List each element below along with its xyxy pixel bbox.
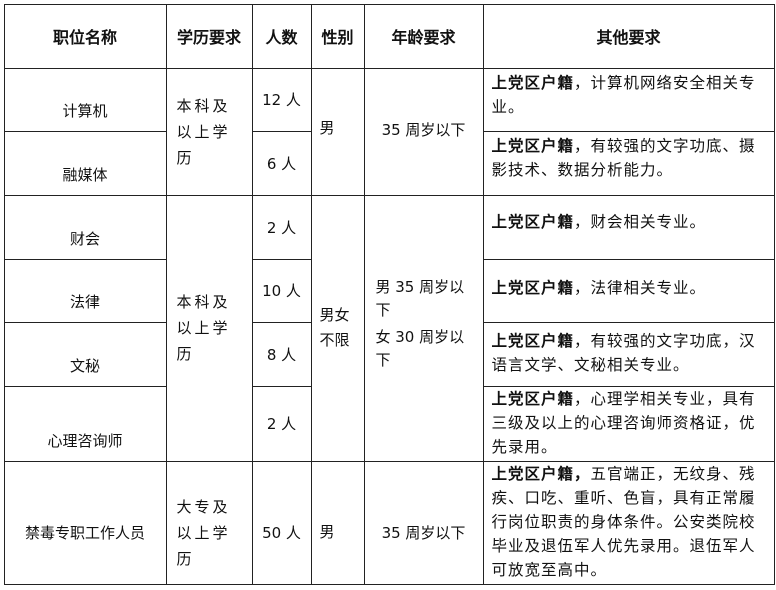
- count-text: 6 人: [266, 154, 297, 173]
- age-cell: 35 周岁以下: [363, 67, 484, 196]
- position-cell: 禁毒专职工作人员: [3, 460, 167, 585]
- other-cell: 上党区户籍，有较强的文字功底，汉语言文学、文秘相关专业。: [482, 321, 775, 387]
- other-cell: 上党区户籍，有较强的文字功底、摄影技术、数据分析能力。: [482, 130, 775, 196]
- count-cell: 6 人: [251, 130, 312, 196]
- count-cell: 2 人: [251, 194, 312, 260]
- count-text: 2 人: [266, 218, 297, 237]
- gender-text: 男: [319, 119, 335, 137]
- other-text: ，财会相关专业。: [574, 212, 707, 231]
- position-text: 财会: [69, 229, 100, 248]
- gender-cell: 男: [310, 460, 365, 585]
- other-text: ，有较强的文字功底，汉语言文学、文秘相关专业。: [491, 331, 756, 374]
- position-text: 文秘: [69, 356, 100, 375]
- other-text: 五官端正，无纹身、残疾、口吃、重听、色盲，具有正常履行岗位职责的身体条件。公安类…: [491, 464, 756, 579]
- position-cell: 心理咨询师: [3, 385, 167, 462]
- hukou-requirement: 上党区户籍: [491, 389, 575, 408]
- position-text: 融媒体: [62, 165, 108, 184]
- count-text: 10 人: [262, 282, 301, 300]
- other-cell: 上党区户籍，五官端正，无纹身、残疾、口吃、重听、色盲，具有正常履行岗位职责的身体…: [482, 460, 775, 585]
- position-text: 禁毒专职工作人员: [24, 524, 145, 542]
- other-cell: 上党区户籍，心理学相关专业，具有三级及以上的心理咨询师资格证，优先录用。: [482, 385, 775, 462]
- position-cell: 法律: [3, 258, 167, 323]
- position-cell: 融媒体: [3, 130, 167, 196]
- header-gender: 性别: [310, 3, 365, 69]
- count-cell: 50 人: [251, 460, 312, 585]
- age-text: 35 周岁以下: [381, 121, 466, 139]
- hukou-requirement: 上党区户籍: [491, 73, 575, 92]
- age-male-text: 男 35 周岁以下: [375, 278, 465, 319]
- position-text: 法律: [69, 292, 100, 311]
- position-text: 计算机: [62, 101, 108, 120]
- count-cell: 10 人: [251, 258, 312, 323]
- position-cell: 财会: [3, 194, 167, 260]
- age-cell: 35 周岁以下: [363, 460, 484, 585]
- other-text: ，心理学相关专业，具有三级及以上的心理咨询师资格证，优先录用。: [491, 389, 756, 456]
- other-cell: 上党区户籍，财会相关专业。: [482, 194, 775, 260]
- education-text: 本科及以上学历: [176, 293, 231, 363]
- hukou-requirement: 上党区户籍: [491, 136, 575, 155]
- gender-cell: 男: [310, 67, 365, 196]
- education-cell: 大专及以上学历: [165, 460, 253, 585]
- other-text: ，有较强的文字功底、摄影技术、数据分析能力。: [491, 136, 756, 179]
- count-cell: 12 人: [251, 67, 312, 132]
- education-cell: 本科及以上学历: [165, 67, 253, 196]
- hukou-requirement: 上党区户籍，: [491, 464, 591, 483]
- header-other: 其他要求: [482, 3, 775, 69]
- hukou-requirement: 上党区户籍: [491, 278, 575, 297]
- header-education: 学历要求: [165, 3, 253, 69]
- other-text: ，法律相关专业。: [574, 278, 707, 297]
- age-cell: 男 35 周岁以下 女 30 周岁以下: [363, 194, 484, 462]
- header-age: 年龄要求: [363, 3, 484, 69]
- education-cell: 本科及以上学历: [165, 194, 253, 462]
- count-text: 8 人: [266, 345, 297, 364]
- position-cell: 计算机: [3, 67, 167, 132]
- hukou-requirement: 上党区户籍: [491, 212, 575, 231]
- education-text: 本科及以上学历: [176, 96, 231, 167]
- education-text: 大专及以上学历: [176, 497, 231, 568]
- count-text: 50 人: [262, 524, 301, 542]
- other-cell: 上党区户籍，计算机网络安全相关专业。: [482, 67, 775, 132]
- gender-text: 男: [319, 523, 335, 541]
- header-count: 人数: [251, 3, 312, 69]
- count-cell: 8 人: [251, 321, 312, 387]
- age-text: 35 周岁以下: [381, 524, 466, 542]
- other-text: ，计算机网络安全相关专业。: [491, 73, 756, 116]
- hukou-requirement: 上党区户籍: [491, 331, 575, 350]
- count-text: 12 人: [262, 91, 301, 109]
- gender-cell: 男女不限: [310, 194, 365, 462]
- position-cell: 文秘: [3, 321, 167, 387]
- position-text: 心理咨询师: [47, 431, 123, 450]
- other-cell: 上党区户籍，法律相关专业。: [482, 258, 775, 323]
- age-female-text: 女 30 周岁以下: [375, 328, 465, 369]
- header-position: 职位名称: [3, 3, 167, 69]
- count-text: 2 人: [266, 415, 297, 433]
- gender-text: 男女不限: [319, 306, 350, 349]
- count-cell: 2 人: [251, 385, 312, 462]
